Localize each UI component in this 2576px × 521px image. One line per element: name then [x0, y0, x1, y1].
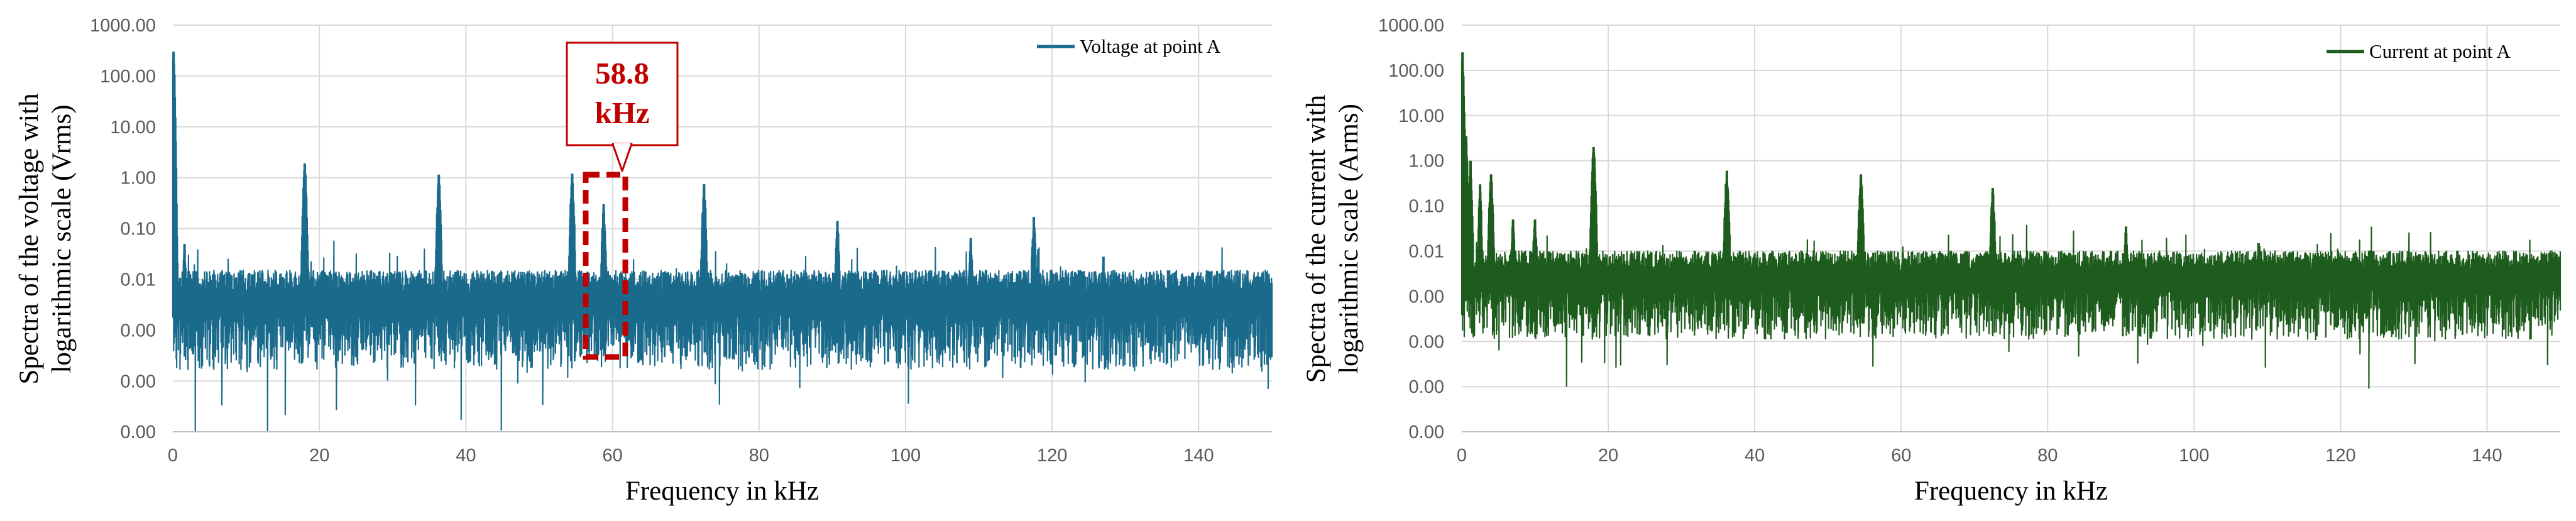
y-tick-label: 0.00 — [1409, 287, 1444, 307]
current-legend: Current at point A — [2327, 40, 2511, 62]
y-tick-label: 10.00 — [110, 118, 156, 138]
y-tick-label: 0.00 — [121, 371, 156, 392]
x-tick-label: 100 — [2179, 446, 2209, 466]
y-tick-label: 100.00 — [1388, 61, 1444, 81]
x-tick-label: 0 — [168, 446, 178, 466]
spectrum-line — [1461, 55, 2562, 389]
x-tick-label: 140 — [2472, 446, 2502, 466]
x-tick-label: 100 — [891, 446, 921, 466]
current-y-axis-title-line2: logarithmic scale (Arms) — [1334, 104, 1364, 374]
callout-pointer — [611, 143, 633, 172]
current-legend-label: Current at point A — [2369, 40, 2511, 62]
voltage-y-axis-title-line2: logarithmic scale (Vrms) — [47, 104, 77, 373]
frequency-callout: 58.8 kHz — [566, 41, 679, 360]
x-tick-label: 80 — [2037, 446, 2058, 466]
voltage-legend: Voltage at point A — [1037, 35, 1221, 57]
x-tick-label: 20 — [1598, 446, 1618, 466]
x-tick-label: 60 — [602, 446, 622, 466]
x-tick-label: 20 — [309, 446, 329, 466]
voltage-gridlines — [173, 25, 1272, 432]
y-tick-label: 1000.00 — [1378, 16, 1444, 36]
voltage-y-tick-labels: 1000.00 100.00 10.00 1.00 0.10 0.01 0.00 0.00 0.… — [90, 16, 156, 442]
x-tick-label: 80 — [749, 446, 769, 466]
voltage-x-axis-title: Frequency in kHz — [625, 476, 819, 506]
voltage-x-tick-labels: 0 20 40 60 80 100 120 140 — [168, 446, 1214, 466]
voltage-y-axis-title-line1: Spectra of the voltage with — [14, 93, 44, 384]
x-tick-label: 40 — [456, 446, 476, 466]
current-y-axis-title-line1: Spectra of the current with — [1302, 95, 1331, 383]
y-tick-label: 0.00 — [1409, 332, 1444, 352]
current-chart: 1000.00100.0010.001.000.100.010.000.000.… — [1302, 16, 2562, 506]
current-x-tick-labels: 0 20 40 60 80 100 120 140 — [1457, 446, 2502, 466]
y-tick-label: 0.10 — [121, 219, 156, 239]
callout-box — [566, 41, 679, 146]
current-gridlines — [1462, 25, 2560, 432]
y-tick-label: 0.10 — [1409, 197, 1444, 217]
x-tick-label: 120 — [1037, 446, 1067, 466]
voltage-chart: 1000.00 100.00 10.00 1.00 0.10 0.01 0.00 0.00 0.… — [14, 16, 1273, 506]
y-tick-label: 0.00 — [121, 321, 156, 341]
y-tick-label: 1000.00 — [90, 16, 156, 36]
y-tick-label: 0.00 — [1409, 377, 1444, 397]
highlight-dashed-box — [583, 172, 628, 360]
current-series — [1461, 52, 2562, 389]
voltage-series — [172, 52, 1273, 433]
y-tick-label: 1.00 — [1409, 151, 1444, 172]
x-tick-label: 40 — [1745, 446, 1765, 466]
x-tick-label: 0 — [1457, 446, 1467, 466]
x-tick-label: 120 — [2325, 446, 2355, 466]
x-tick-label: 140 — [1183, 446, 1214, 466]
voltage-legend-label: Voltage at point A — [1080, 35, 1221, 57]
y-tick-label: 0.01 — [121, 270, 156, 290]
spectrum-line — [172, 53, 1273, 433]
y-tick-label: 100.00 — [100, 67, 156, 87]
x-tick-label: 60 — [1891, 446, 1911, 466]
callout-label-value: 58.8 — [595, 56, 649, 90]
callout-label-unit: kHz — [595, 96, 649, 130]
current-x-axis-title: Frequency in kHz — [1914, 476, 2108, 506]
y-tick-label: 0.00 — [1409, 422, 1444, 442]
y-tick-label: 0.00 — [121, 422, 156, 442]
y-tick-label: 10.00 — [1398, 106, 1444, 126]
y-tick-label: 1.00 — [121, 168, 156, 189]
current-y-tick-labels: 1000.00 100.00 10.00 1.00 0.10 0.01 0.00 0.00 0.… — [1378, 16, 1444, 442]
y-tick-label: 0.01 — [1409, 242, 1444, 262]
